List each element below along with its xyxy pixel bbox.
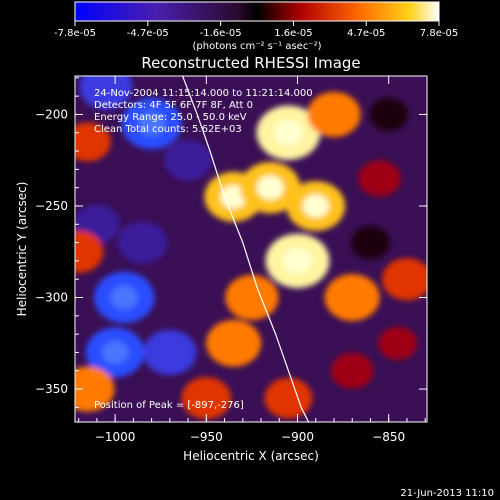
colorbar: [74, 1, 440, 22]
colorbar-tick-label: 1.6e-05: [274, 28, 312, 39]
image-area: [75, 76, 427, 422]
emission-core: [273, 119, 303, 146]
annotation-line: Energy Range: 25.0 - 50.0 keV: [94, 112, 247, 123]
colorbar-tick-label: -7.8e-05: [54, 28, 96, 39]
emission-blob: [75, 122, 111, 162]
emission-blob: [143, 329, 197, 376]
emission-blob: [206, 319, 262, 367]
emission-blob: [351, 226, 390, 260]
emission-blob: [382, 258, 427, 301]
emission-core: [138, 111, 166, 136]
emission-core: [283, 248, 312, 274]
x-axis: −1000 −950 −900 −850: [78, 76, 426, 444]
emission-blob: [117, 221, 168, 264]
y-tick-label: −200: [35, 107, 68, 121]
emission-map: [75, 76, 427, 420]
emission-core: [256, 175, 284, 200]
x-tick-label: −1000: [95, 430, 136, 444]
colorbar-tick-label: -4.7e-05: [127, 28, 169, 39]
colorbar-tick-label: 7.8e-05: [420, 28, 458, 39]
solar-limb-line: [182, 76, 310, 422]
x-tick-label: −850: [372, 430, 405, 444]
emission-blob: [324, 274, 380, 321]
emission-blob: [369, 97, 409, 131]
generation-date: 21-Jun-2013 11:10: [400, 488, 494, 499]
colorbar-units: (photons cm⁻² s⁻¹ asec⁻²): [192, 41, 321, 52]
emission-blob: [307, 91, 361, 138]
colorbar-tick-label: -1.6e-05: [200, 28, 242, 39]
y-tick-label: −300: [35, 291, 68, 305]
emission-blob: [225, 274, 279, 321]
colorbar-tick-label: 4.7e-05: [347, 28, 385, 39]
x-axis-label: Heliocentric X (arcsec): [183, 449, 319, 463]
emission-blob: [181, 377, 232, 420]
y-tick-label: −250: [35, 199, 68, 213]
annotation-block: 24-Nov-2004 11:15:14.000 to 11:21:14.000…: [94, 88, 313, 135]
emission-core: [110, 285, 138, 310]
emission-blob: [75, 366, 115, 412]
colorbar-ticks: [74, 21, 440, 26]
plot-frame: [74, 75, 428, 423]
emission-blob: [331, 352, 374, 389]
emission-core: [101, 340, 129, 365]
emission-core: [302, 194, 329, 218]
emission-blob: [164, 139, 212, 181]
colorbar-tick-labels: -7.8e-05 -4.7e-05 -1.6e-05 1.6e-05 4.7e-05 7.…: [54, 28, 458, 39]
y-axis-label: Heliocentric Y (arcsec): [15, 182, 29, 317]
y-axis: −350 −300 −250 −200: [35, 77, 427, 408]
annotation-line: Detectors: 4F 5F 6F 7F 8F, Att 0: [94, 100, 253, 111]
chart-title: Reconstructed RHESSI Image: [141, 54, 360, 72]
annotation-line: Clean Total counts: 5.62E+03: [94, 124, 242, 135]
annotation-line: 24-Nov-2004 11:15:14.000 to 11:21:14.000: [94, 88, 313, 99]
emission-blob: [264, 377, 313, 419]
y-tick-label: −350: [35, 382, 68, 396]
emission-blob: [79, 76, 133, 110]
emission-blob: [358, 160, 401, 197]
emission-blob: [378, 326, 418, 360]
x-tick-label: −900: [281, 430, 314, 444]
x-tick-label: −950: [190, 430, 223, 444]
peak-position-label: Position of Peak = [-897,-276]: [94, 400, 244, 411]
emission-blob: [75, 230, 104, 273]
